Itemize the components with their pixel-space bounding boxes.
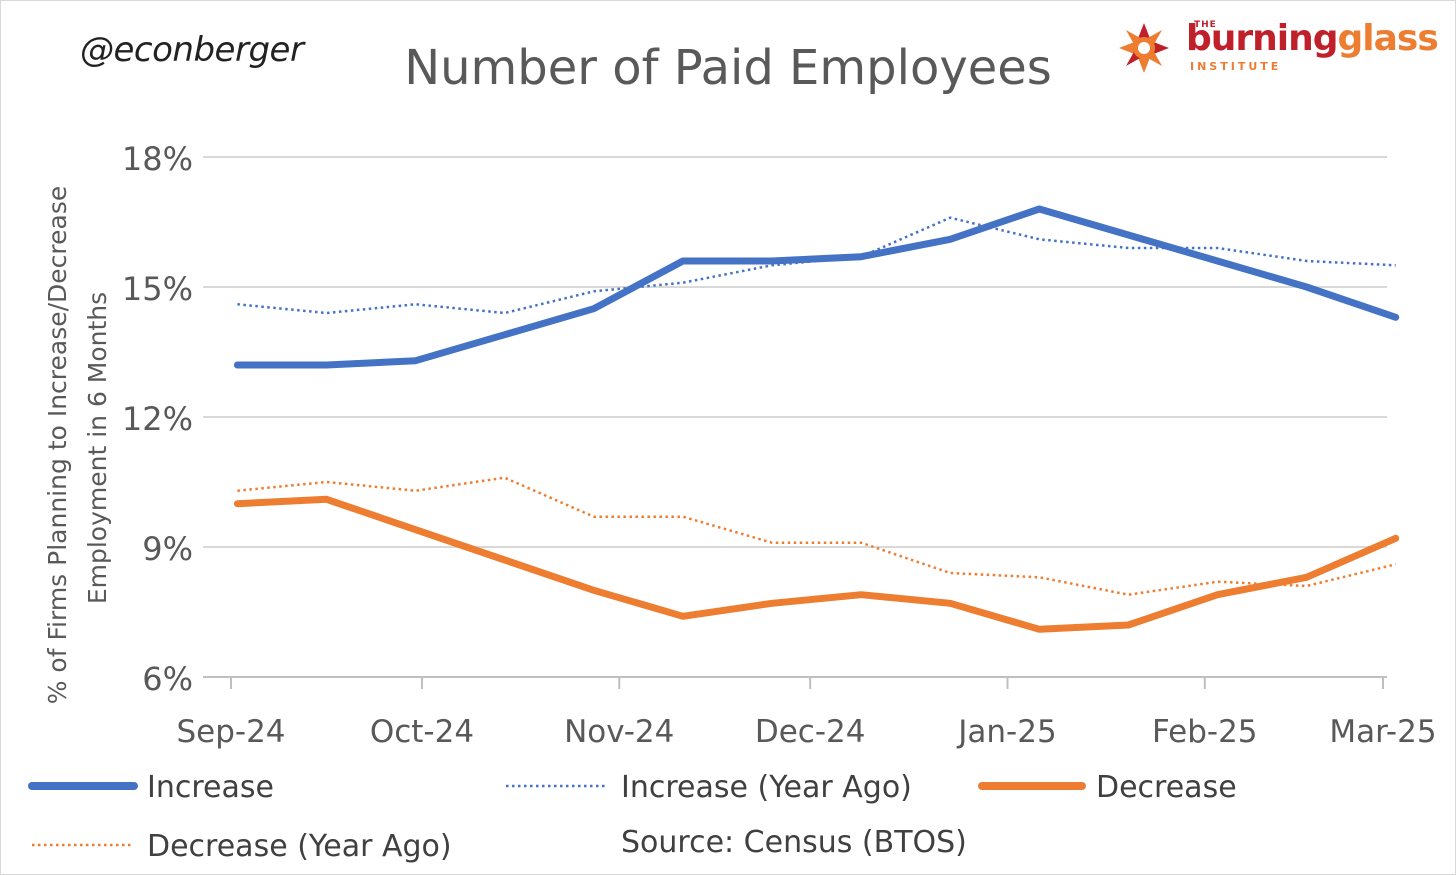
x-tick-label: Oct-24: [370, 714, 474, 750]
chart-title: Number of Paid Employees: [404, 40, 1052, 96]
x-tick-label: Feb-25: [1152, 714, 1258, 750]
y-axis-label-line1: % of Firms Planning to Increase/Decrease: [43, 186, 72, 705]
x-tick-labels: Sep-24 Oct-24 Nov-24 Dec-24 Jan-25 Feb-25 Mar-…: [176, 714, 1436, 750]
logo-the: THE: [1194, 20, 1217, 30]
y-tick-label: 18%: [122, 140, 193, 178]
legend-label: Increase: [147, 770, 274, 805]
y-tick-label: 15%: [122, 270, 193, 308]
source-note: Source: Census (BTOS): [621, 825, 967, 860]
logo-wordmark: burningglass: [1186, 18, 1439, 59]
legend: Increase Increase (Year Ago) Decrease Decre…: [28, 770, 1237, 864]
series-lines: [233, 205, 1400, 633]
sun-logo-icon: [1119, 23, 1169, 73]
x-tick-label: Mar-25: [1329, 714, 1436, 750]
y-axis-label-line2: Employment in 6 Months: [83, 292, 112, 604]
y-tick-label: 9%: [142, 530, 193, 568]
burning-glass-logo: THE burningglass INSTITUTE: [1118, 18, 1439, 78]
logo-word-glass: glass: [1337, 18, 1439, 59]
gridlines: [203, 156, 1387, 678]
author-handle: @econberger: [80, 30, 304, 70]
x-axis: [230, 677, 1384, 689]
x-tick-label: Sep-24: [176, 714, 285, 750]
series-line-decrease: [233, 495, 1400, 633]
y-tick-labels: 6% 9% 12% 15% 18%: [122, 140, 193, 698]
x-tick-label: Jan-25: [956, 714, 1056, 750]
x-tick-label: Nov-24: [564, 714, 674, 750]
series-line-increase: [233, 205, 1400, 369]
legend-label: Decrease: [1096, 770, 1237, 805]
logo-institute: INSTITUTE: [1190, 60, 1282, 73]
legend-label: Decrease (Year Ago): [147, 829, 452, 864]
logo-word-burning: burning: [1186, 18, 1339, 59]
series-line-decrease-year-ago: [237, 476, 1396, 596]
legend-label: Increase (Year Ago): [621, 770, 912, 805]
series-line-increase-year-ago: [237, 216, 1396, 315]
y-tick-label: 6%: [142, 660, 193, 698]
y-tick-label: 12%: [122, 400, 193, 438]
x-tick-label: Dec-24: [755, 714, 866, 750]
